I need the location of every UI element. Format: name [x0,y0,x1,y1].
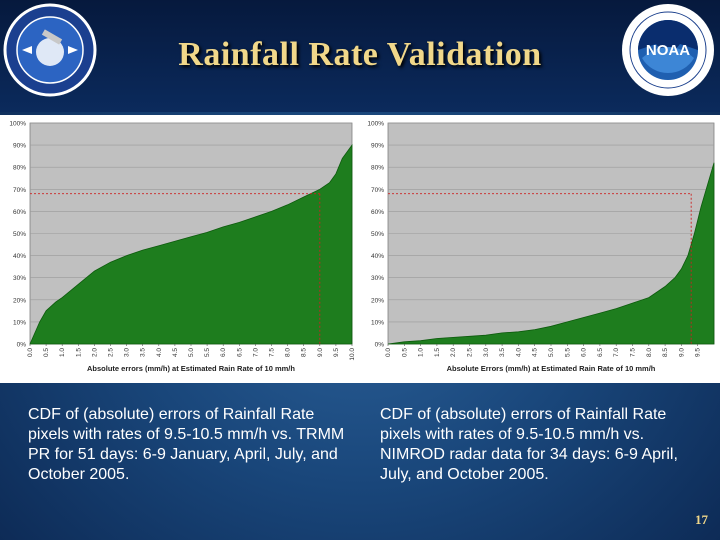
cdf-area-series [387,162,715,345]
x-tick-label: 6.0 [220,348,227,357]
x-tick-label: 4.5 [172,348,179,357]
x-tick-label: 6.5 [597,348,604,357]
x-tick-label: 1.5 [434,348,441,357]
x-tick-label: 9.5 [695,348,702,357]
y-tick-label: 20% [371,297,384,304]
x-tick-label: 8.0 [285,348,292,357]
cdf-area-series [29,143,353,345]
x-tick-label: 3.0 [483,348,490,357]
x-tick-label: 7.5 [269,348,276,357]
y-tick-label: 40% [371,253,384,260]
y-tick-label: 0% [375,342,385,349]
x-tick-label: 9.0 [317,348,324,357]
x-tick-label: 5.5 [564,348,571,357]
y-tick-label: 100% [367,121,384,128]
x-tick-label: 6.0 [581,348,588,357]
x-tick-label: 2.5 [467,348,474,357]
x-tick-label: 2.0 [91,348,98,357]
cdf-chart-nimrod: 0% 10% 20% 30% 40% 50% 60% 70% 80% 90% 100% 0.0 0.5 1… [367,121,715,373]
y-tick-label: 50% [371,231,384,238]
x-tick-label: 0.5 [401,348,408,357]
x-axis-label: Absolute errors (mm/h) at Estimated Rain… [87,364,295,373]
x-tick-label: 8.5 [301,348,308,357]
y-tick-label: 10% [371,319,384,326]
noaa-logo-wordmark: NOAA [646,42,690,59]
chart-right-panel: 0% 10% 20% 30% 40% 50% 60% 70% 80% 90% 100% 0.0 0.5 1… [358,115,720,383]
x-tick-label: 4.0 [156,348,163,357]
x-tick-label: 9.0 [678,348,685,357]
x-tick-label: 5.0 [188,348,195,357]
x-tick-label: 5.5 [204,348,211,357]
x-tick-label: 8.5 [662,348,669,357]
y-tick-label: 10% [13,319,26,326]
y-tick-label: 30% [13,275,26,282]
x-tick-label: 3.5 [140,348,147,357]
x-tick-label: 1.0 [59,348,66,357]
y-tick-label: 70% [13,187,26,194]
y-tick-label: 80% [13,165,26,172]
caption-left: CDF of (absolute) errors of Rainfall Rat… [28,406,345,483]
y-tick-label: 60% [13,209,26,216]
x-tick-label: 7.0 [613,348,620,357]
chart-left-panel: 0% 10% 20% 30% 40% 50% 60% 70% 80% 90% 100% 0.0 0.5 1… [0,115,358,383]
x-tick-label: 1.0 [418,348,425,357]
x-axis-label: Absolute Errors (mm/h) at Estimated Rain… [447,364,656,373]
y-tick-label: 100% [9,121,26,128]
x-tick-label: 0.0 [27,348,34,357]
x-tick-label: 7.5 [630,348,637,357]
x-tick-label: 3.0 [124,348,131,357]
y-tick-label: 80% [371,165,384,172]
y-tick-label: 90% [371,143,384,150]
x-tick-label: 9.5 [333,348,340,357]
page-title: Rainfall Rate Validation [178,36,542,73]
x-tick-label: 4.0 [515,348,522,357]
x-tick-label: 0.0 [385,348,392,357]
page-number: 17 [695,512,708,527]
x-tick-label: 5.0 [548,348,555,357]
x-tick-label: 7.0 [252,348,259,357]
x-tick-label: 3.5 [499,348,506,357]
noaa-logo: NOAA [622,4,714,96]
y-tick-label: 70% [371,187,384,194]
y-tick-label: 20% [13,297,26,304]
x-tick-label: 8.0 [646,348,653,357]
y-tick-label: 90% [13,143,26,150]
title-bar [0,0,720,112]
x-tick-label: 2.0 [450,348,457,357]
x-tick-label: 2.5 [108,348,115,357]
y-tick-label: 40% [13,253,26,260]
y-tick-label: 0% [17,342,27,349]
x-tick-label: 10.0 [349,348,356,361]
x-tick-label: 1.5 [75,348,82,357]
y-tick-label: 60% [371,209,384,216]
caption-right: CDF of (absolute) errors of Rainfall Rat… [380,406,678,483]
x-tick-label: 6.5 [236,348,243,357]
x-tick-label: 4.5 [532,348,539,357]
cdf-chart-trmm: 0% 10% 20% 30% 40% 50% 60% 70% 80% 90% 100% 0.0 0.5 1… [9,121,356,374]
y-tick-label: 30% [371,275,384,282]
x-tick-label: 0.5 [43,348,50,357]
y-tick-label: 50% [13,231,26,238]
noaa-nesdis-star-logo [3,3,97,97]
